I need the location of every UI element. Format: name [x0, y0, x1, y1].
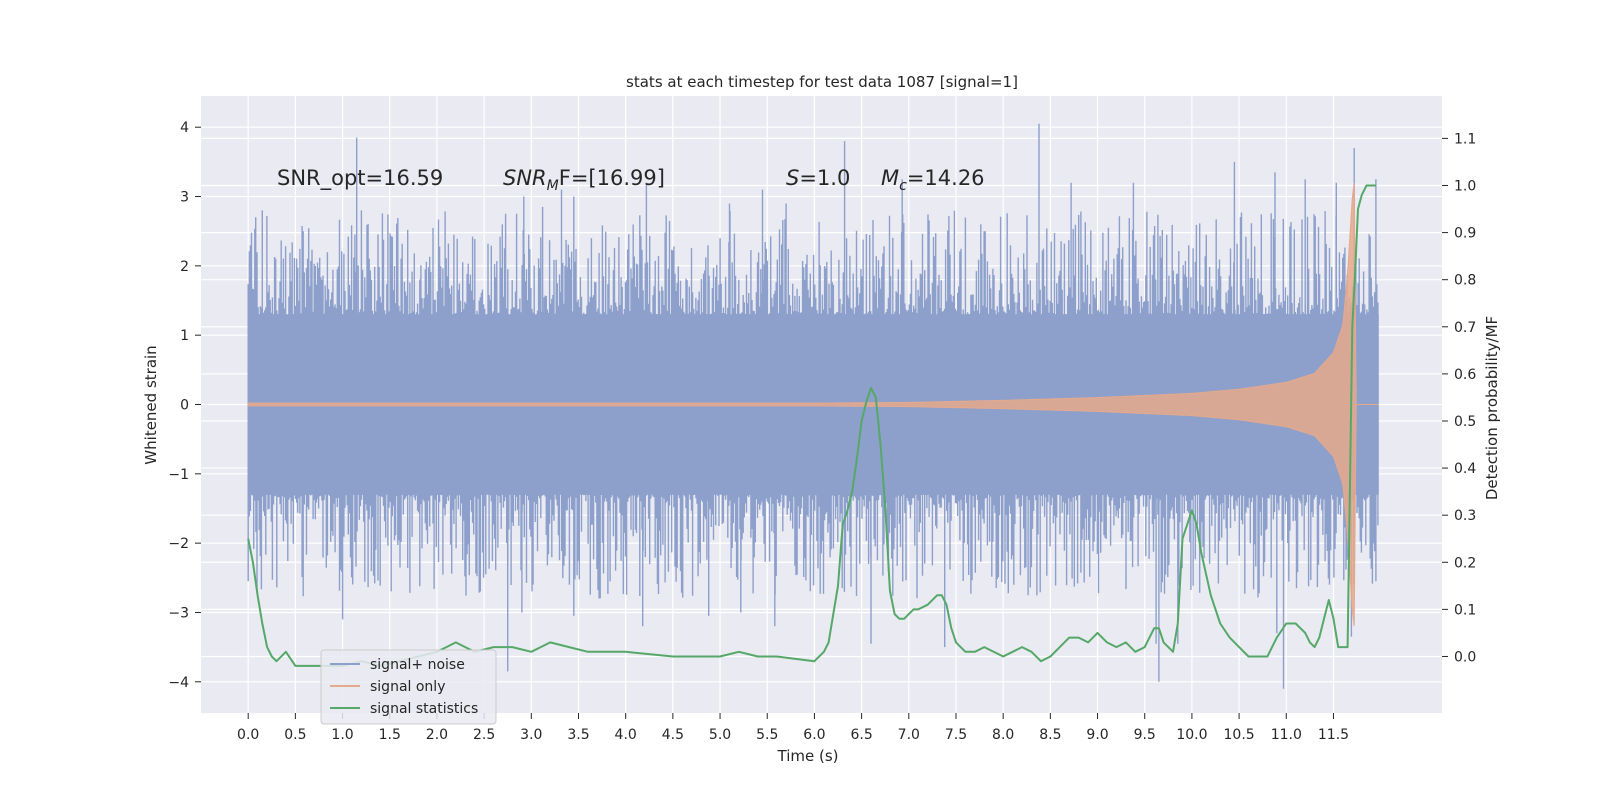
x-tick-label: 8.5	[1039, 727, 1061, 743]
y-axis-ticks-right: 1.1 1.0 0.9 0.8 0.7 0.6 0.5 0.4 0.3 0.2 0.1 0.0	[1442, 131, 1476, 665]
x-tick-label: 0.0	[237, 727, 259, 743]
y-tick-label-left: 2	[180, 259, 189, 275]
y-tick-label-right: 0.7	[1454, 320, 1476, 336]
plot-area	[247, 123, 1379, 689]
y-tick-label-right: 0.6	[1454, 367, 1476, 383]
chart-title: stats at each timestep for test data 108…	[626, 73, 1018, 91]
x-tick-label: 3.0	[520, 727, 542, 743]
y-tick-label-left: 1	[180, 328, 189, 344]
x-tick-label: 0.5	[284, 727, 306, 743]
y-axis-label-right: Detection probability/MF	[1483, 316, 1501, 500]
legend-label-noise: signal+ noise	[370, 657, 465, 673]
annotation-s: S=1.0	[786, 166, 850, 190]
legend: signal+ noise signal only signal statist…	[320, 649, 497, 725]
legend-label-signal: signal only	[370, 679, 445, 695]
x-tick-label: 7.5	[945, 727, 967, 743]
x-tick-label: 5.0	[709, 727, 731, 743]
y-tick-label-right: 0.5	[1454, 414, 1476, 430]
legend-box	[320, 649, 497, 725]
y-tick-label-right: 0.8	[1454, 273, 1476, 289]
y-axis-label-left: Whitened strain	[142, 345, 160, 464]
y-tick-label-right: 0.2	[1454, 555, 1476, 571]
y-tick-label-right: 0.0	[1454, 649, 1476, 665]
y-tick-label-right: 1.0	[1454, 178, 1476, 194]
x-tick-label: 2.5	[473, 727, 495, 743]
x-tick-label: 4.0	[615, 727, 637, 743]
x-tick-label: 1.5	[379, 727, 401, 743]
snr-mf-symbol: SNR	[503, 166, 547, 190]
y-axis-ticks-left: 4 3 2 1 0 −1 −2 −3 −4	[168, 120, 201, 691]
snr-mf-value: F=[16.99]	[559, 166, 665, 190]
x-tick-label: 11.5	[1318, 727, 1349, 743]
s-value: =1.0	[799, 166, 850, 190]
mc-value: =14.26	[907, 166, 985, 190]
mc-symbol: M	[881, 166, 899, 190]
annotation-snr-mf: SNRMF=[16.99]	[503, 166, 665, 194]
y-tick-label-left: 0	[180, 398, 189, 414]
annotation-mc: Mc=14.26	[881, 166, 985, 194]
x-tick-label: 7.0	[898, 727, 920, 743]
snr-mf-subscript: M	[547, 178, 559, 194]
s-symbol: S	[786, 166, 799, 190]
y-tick-label-left: 4	[180, 120, 189, 136]
legend-label-statistics: signal statistics	[370, 701, 478, 717]
x-tick-label: 6.0	[803, 727, 825, 743]
y-tick-label-right: 0.9	[1454, 226, 1476, 242]
y-tick-label-right: 0.1	[1454, 602, 1476, 618]
y-tick-label-left: −4	[168, 675, 189, 691]
x-tick-label: 11.0	[1271, 727, 1302, 743]
y-tick-label-right: 0.3	[1454, 508, 1476, 524]
x-tick-label: 10.0	[1176, 727, 1207, 743]
y-tick-label-right: 1.1	[1454, 131, 1476, 147]
annotation-snr-opt: SNR_opt=16.59	[277, 166, 443, 191]
x-axis-ticks: 0.0 0.5 1.0 1.5 2.0 2.5 3.0 3.5 4.0 4.5 5.0 5.5 6.0 6…	[237, 713, 1349, 743]
x-axis-label: Time (s)	[777, 747, 839, 765]
y-tick-label-left: 3	[180, 190, 189, 206]
x-tick-label: 9.5	[1134, 727, 1156, 743]
x-tick-label: 8.0	[992, 727, 1014, 743]
x-tick-label: 3.5	[567, 727, 589, 743]
y-tick-label-left: −1	[168, 467, 189, 483]
x-tick-label: 10.5	[1224, 727, 1255, 743]
x-tick-label: 5.5	[756, 727, 778, 743]
y-tick-label-left: −3	[168, 605, 189, 621]
signal-series	[247, 182, 1379, 627]
x-tick-label: 1.0	[331, 727, 353, 743]
x-tick-label: 9.0	[1086, 727, 1108, 743]
y-tick-label-left: −2	[168, 536, 189, 552]
x-tick-label: 2.0	[426, 727, 448, 743]
x-tick-label: 6.5	[850, 727, 872, 743]
y-tick-label-right: 0.4	[1454, 461, 1476, 477]
x-tick-label: 4.5	[662, 727, 684, 743]
mc-subscript: c	[899, 178, 907, 194]
